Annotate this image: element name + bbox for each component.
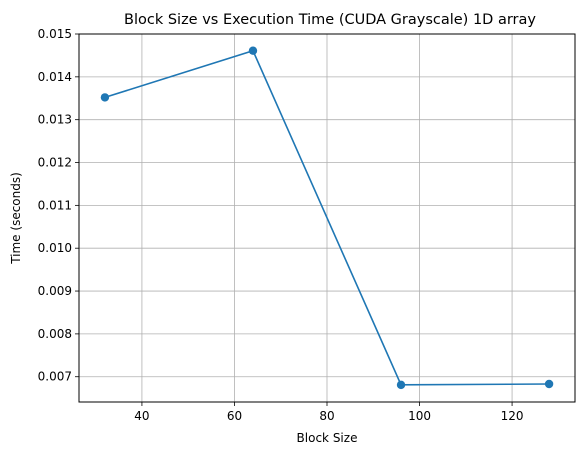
series-line — [104, 49, 550, 386]
data-point — [544, 379, 554, 389]
x-axis-title: Block Size — [297, 431, 358, 445]
y-tick-label: 0.015 — [38, 27, 72, 41]
data-point — [396, 380, 406, 390]
y-tick-label: 0.008 — [38, 327, 72, 341]
y-tick-label: 0.007 — [38, 370, 72, 384]
y-tick-label: 0.009 — [38, 284, 72, 298]
data-point — [248, 46, 258, 55]
y-tick-label: 0.011 — [38, 198, 72, 212]
y-tick-label: 0.010 — [38, 241, 72, 255]
x-tick-label: 80 — [319, 409, 334, 423]
x-tick-label: 120 — [501, 409, 524, 423]
chart-title: Block Size vs Execution Time (CUDA Grays… — [124, 12, 536, 28]
series-layer — [100, 46, 554, 390]
y-tick-label: 0.012 — [38, 156, 72, 170]
axes: 40 60 80 100 120 0.007 0.008 0.009 0.010 0.011 0.0… — [38, 27, 524, 423]
x-tick-label: 100 — [408, 409, 431, 423]
data-point — [100, 93, 110, 102]
y-tick-label: 0.014 — [38, 70, 72, 84]
y-tick-label: 0.013 — [38, 113, 72, 127]
x-tick-label: 60 — [227, 409, 242, 423]
x-tick-label: 40 — [134, 409, 149, 423]
y-axis-title: Time (seconds) — [9, 172, 23, 265]
